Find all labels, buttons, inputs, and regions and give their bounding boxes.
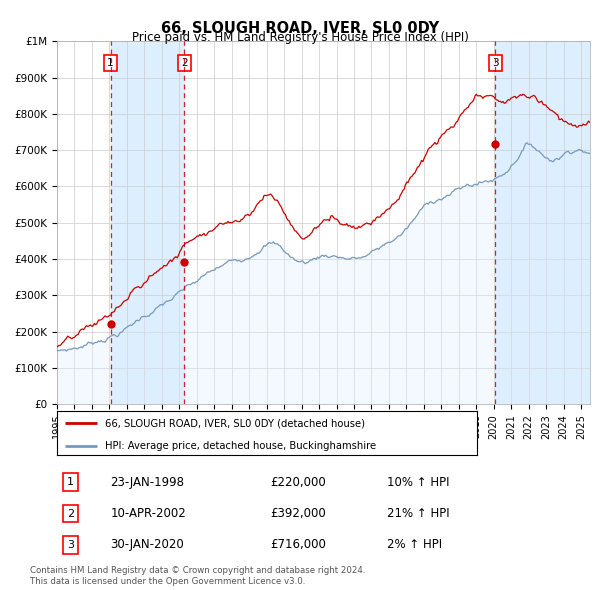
Text: 2: 2 (181, 58, 187, 68)
Text: HPI: Average price, detached house, Buckinghamshire: HPI: Average price, detached house, Buck… (106, 441, 376, 451)
Bar (495, 41, 590, 404)
Text: Contains HM Land Registry data © Crown copyright and database right 2024.: Contains HM Land Registry data © Crown c… (30, 566, 365, 575)
Text: 3: 3 (492, 58, 499, 68)
Text: 1: 1 (67, 477, 74, 487)
Text: 10-APR-2002: 10-APR-2002 (110, 507, 186, 520)
Text: 2% ↑ HPI: 2% ↑ HPI (388, 538, 442, 552)
Text: 2: 2 (67, 509, 74, 519)
Text: 23-JAN-1998: 23-JAN-1998 (110, 476, 184, 489)
Text: £220,000: £220,000 (270, 476, 326, 489)
Text: £716,000: £716,000 (270, 538, 326, 552)
Text: 66, SLOUGH ROAD, IVER, SL0 0DY: 66, SLOUGH ROAD, IVER, SL0 0DY (161, 21, 439, 35)
Text: 1: 1 (107, 58, 114, 68)
Bar (110, 41, 184, 404)
Text: 10% ↑ HPI: 10% ↑ HPI (388, 476, 450, 489)
Text: 30-JAN-2020: 30-JAN-2020 (110, 538, 184, 552)
Text: Price paid vs. HM Land Registry's House Price Index (HPI): Price paid vs. HM Land Registry's House … (131, 31, 469, 44)
Text: 66, SLOUGH ROAD, IVER, SL0 0DY (detached house): 66, SLOUGH ROAD, IVER, SL0 0DY (detached… (106, 418, 365, 428)
Text: £392,000: £392,000 (270, 507, 326, 520)
Text: This data is licensed under the Open Government Licence v3.0.: This data is licensed under the Open Gov… (30, 577, 305, 586)
Text: 21% ↑ HPI: 21% ↑ HPI (388, 507, 450, 520)
Text: 3: 3 (67, 540, 74, 550)
